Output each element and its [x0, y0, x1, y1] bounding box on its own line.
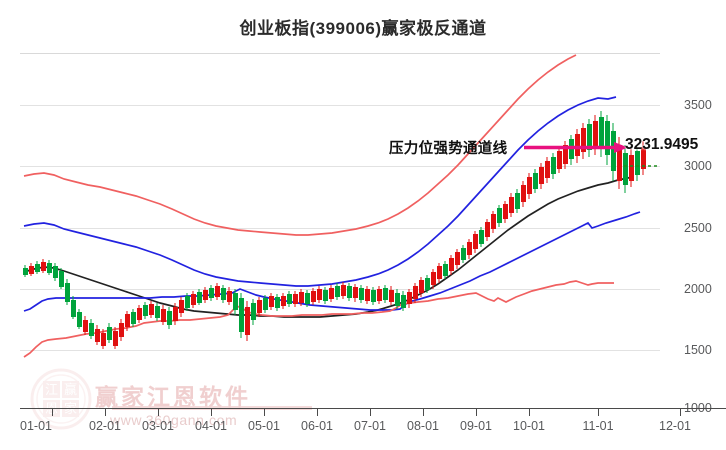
xtick-mark-11 [680, 409, 681, 416]
xtick-label-0: 01-01 [20, 419, 52, 433]
xtick-mark-9 [529, 409, 530, 416]
ytick-label-1500: 1500 [684, 343, 712, 357]
xtick-mark-1 [105, 409, 106, 416]
xtick-label-8: 09-01 [460, 419, 492, 433]
series-outer-lower-red [23, 280, 614, 358]
xtick-mark-10 [598, 409, 599, 416]
xtick-label-4: 05-01 [248, 419, 280, 433]
gridline-2500 [20, 228, 660, 229]
series-inner-upper-blue [23, 96, 617, 287]
chart-plot-area: 01-01 02-01 03-01 04-01 05-01 06-01 07-0… [20, 53, 726, 433]
ytick-label-2000: 2000 [684, 282, 712, 296]
xtick-label-5: 06-01 [301, 419, 333, 433]
xtick-mark-0 [52, 409, 53, 416]
xtick-label-6: 07-01 [354, 419, 386, 433]
xtick-mark-3 [211, 409, 212, 416]
plot-top-border [20, 53, 660, 54]
x-axis-line [20, 408, 726, 409]
annotation-label: 压力位强势通道线 [389, 141, 508, 157]
series-inner-lower-blue [23, 211, 641, 312]
xtick-mark-4 [264, 409, 265, 416]
xtick-label-1: 02-01 [89, 419, 121, 433]
series-outer-upper-red [23, 54, 577, 236]
ytick-label-3500: 3500 [684, 98, 712, 112]
xtick-label-10: 11-01 [582, 419, 614, 433]
xtick-mark-2 [158, 409, 159, 416]
xtick-label-2: 03-01 [142, 419, 174, 433]
xtick-label-11: 12-01 [659, 419, 691, 433]
gridline-3000 [20, 166, 660, 167]
chart-series-layer [23, 54, 660, 358]
page-title: 创业板指(399006)赢家极反通道 [239, 19, 487, 38]
ytick-label-3000: 3000 [684, 159, 712, 173]
xtick-mark-6 [370, 409, 371, 416]
ytick-label-2500: 2500 [684, 221, 712, 235]
xtick-mark-8 [476, 409, 477, 416]
candlestick-series [23, 111, 646, 349]
gridline-1500 [20, 350, 660, 351]
xtick-label-3: 04-01 [195, 419, 227, 433]
xtick-mark-7 [423, 409, 424, 416]
xtick-mark-5 [317, 409, 318, 416]
xtick-label-9: 10-01 [513, 419, 545, 433]
annotation-arrow-icon [524, 142, 628, 153]
gridline-3500 [20, 105, 660, 106]
annotation-price-value: 3231.9495 [625, 136, 699, 153]
xtick-label-7: 08-01 [407, 419, 439, 433]
